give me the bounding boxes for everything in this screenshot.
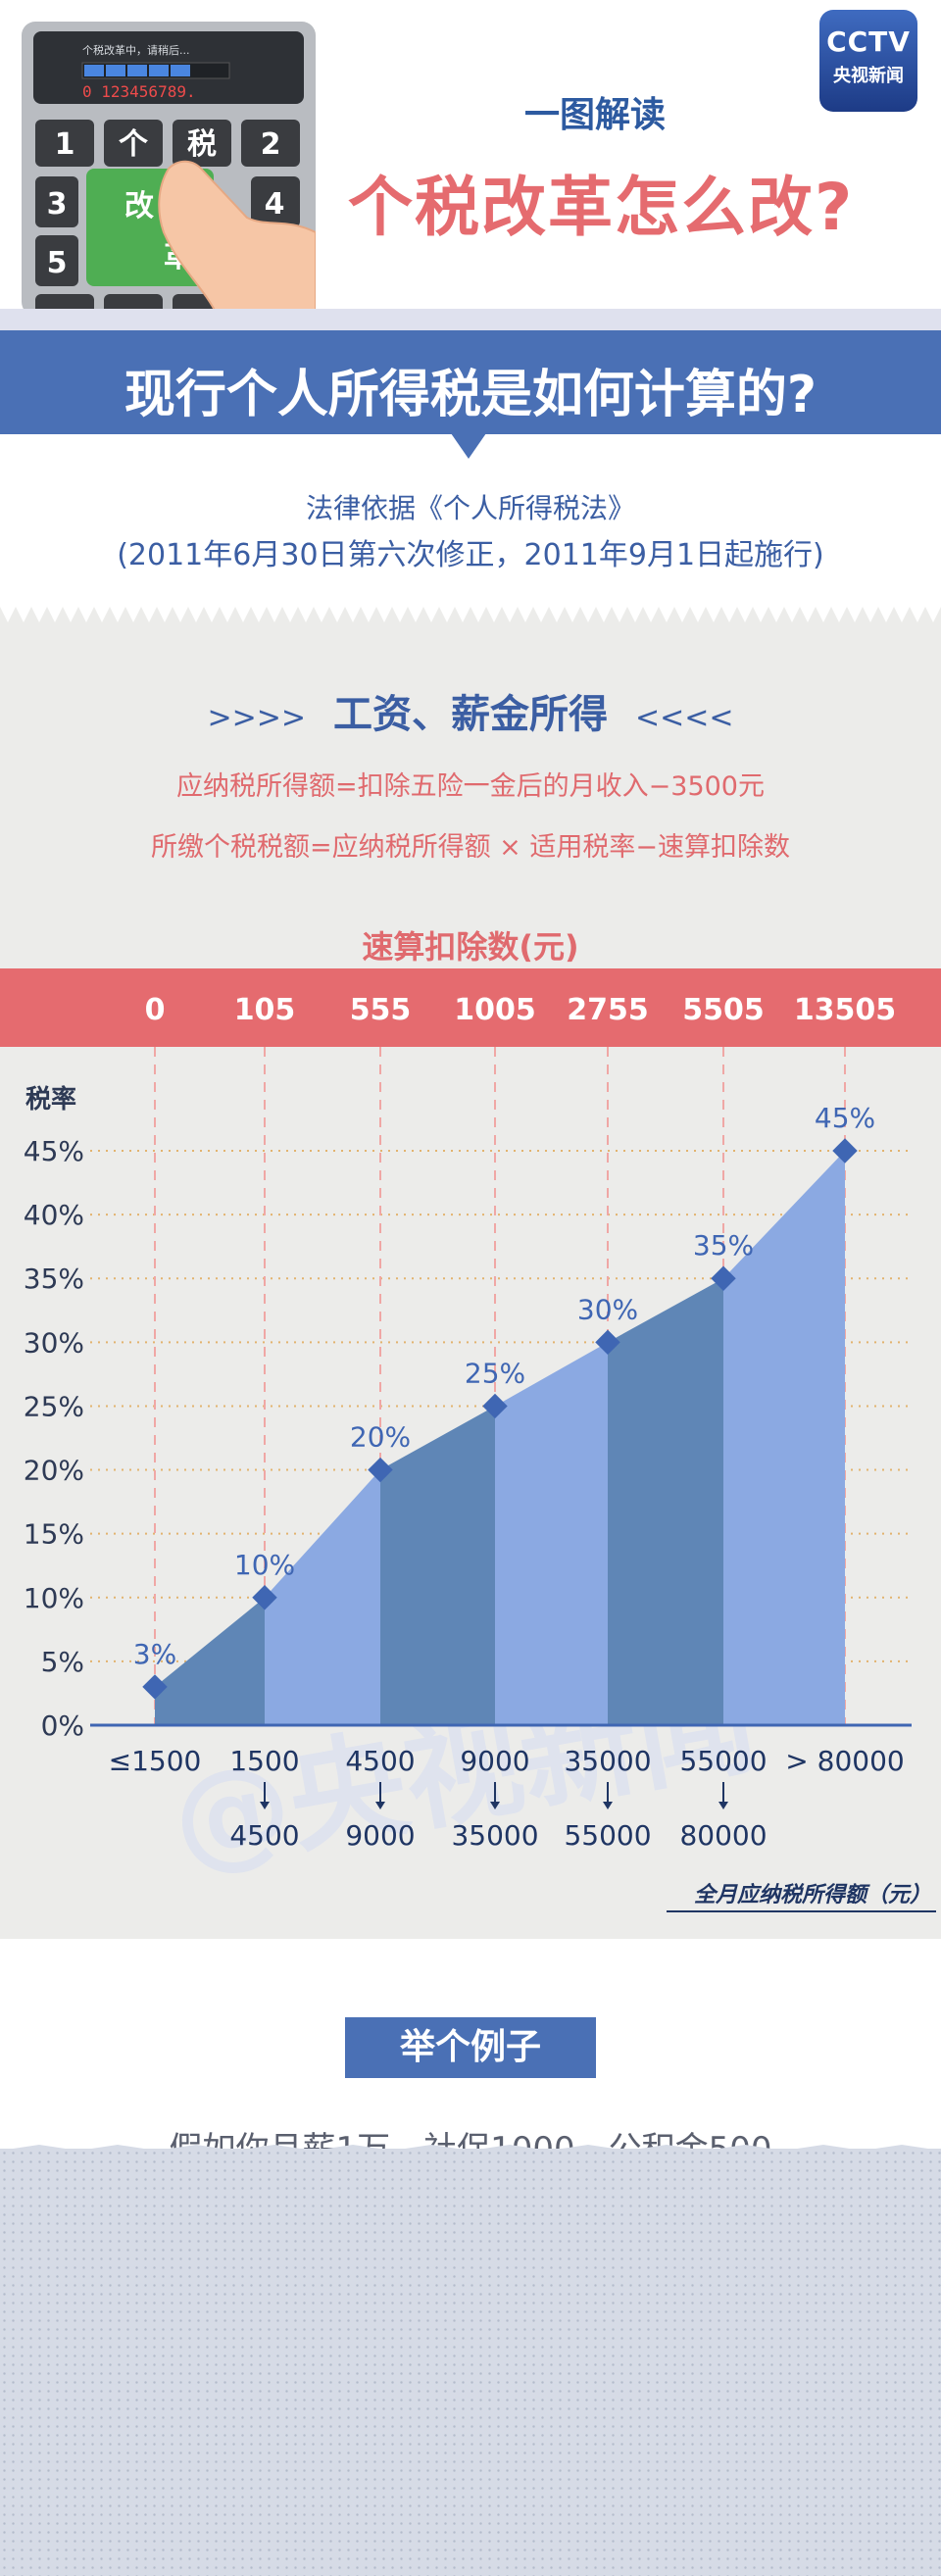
y-tick-label: 40% xyxy=(24,1199,84,1231)
range-arrow-head xyxy=(603,1802,613,1809)
salary-arrows-left: >>>> xyxy=(207,701,307,735)
logo-text: CCTV xyxy=(826,25,911,58)
banner-pointer xyxy=(451,433,486,459)
data-label: 30% xyxy=(577,1293,638,1325)
quick-deduction-value: 13505 xyxy=(794,993,896,1027)
x-tick-label: 4500 xyxy=(345,1745,415,1777)
x-tick-label: 9000 xyxy=(345,1819,415,1852)
finger-illustration xyxy=(158,160,316,316)
data-label: 25% xyxy=(465,1357,525,1389)
quick-deduction-value: 2755 xyxy=(567,993,649,1027)
y-axis-label: 税率 xyxy=(25,1084,76,1115)
range-arrow-head xyxy=(260,1802,270,1809)
range-arrow-head xyxy=(718,1802,728,1809)
calculator-display: 0 123456789. xyxy=(82,82,196,101)
section-banner-title: 现行个人所得税是如何计算的? xyxy=(124,366,817,424)
area-segment xyxy=(608,1278,723,1725)
salary-title: 工资、薪金所得 xyxy=(333,692,608,737)
divider-stripe xyxy=(0,309,941,330)
data-label: 45% xyxy=(815,1102,875,1134)
y-tick-label: 25% xyxy=(24,1390,84,1422)
law-amendment: (2011年6月30日第六次修正，2011年9月1日起施行) xyxy=(117,538,824,572)
cctv-logo: CCTV 央视新闻 xyxy=(819,10,917,112)
x-tick-label: > 80000 xyxy=(785,1745,904,1777)
area-segment xyxy=(723,1151,845,1725)
quick-deduction-value: 0 xyxy=(145,993,166,1027)
x-tick-label: 9000 xyxy=(460,1745,529,1777)
key-1: 1 xyxy=(55,127,75,162)
area-segment xyxy=(155,1597,265,1725)
zigzag-edge xyxy=(0,603,941,622)
data-label: 3% xyxy=(133,1638,176,1670)
x-tick-label: 55000 xyxy=(564,1819,651,1852)
progress-bar xyxy=(81,62,230,79)
range-arrow-head xyxy=(375,1802,385,1809)
key-2: 2 xyxy=(261,127,281,162)
example-button[interactable]: 举个例子 xyxy=(345,2017,596,2078)
area-segment xyxy=(265,1469,380,1725)
key-3: 3 xyxy=(47,187,68,222)
y-tick-label: 10% xyxy=(24,1582,84,1614)
quick-deduction-values: 0 105 555 1005 2755 5505 13505 xyxy=(145,993,897,1027)
key-5: 5 xyxy=(47,246,68,280)
y-tick-label: 30% xyxy=(24,1326,84,1359)
formula-taxable-income: 应纳税所得额=扣除五险一金后的月收入−3500元 xyxy=(176,771,765,802)
section-banner xyxy=(0,330,941,434)
quick-deduction-value: 5505 xyxy=(682,993,765,1027)
logo-subtext: 央视新闻 xyxy=(833,66,904,86)
salary-arrows-right: <<<< xyxy=(634,701,734,735)
data-point-marker xyxy=(595,1329,620,1356)
quick-deduction-value: 1005 xyxy=(454,993,536,1027)
page-title: 个税改革怎么改? xyxy=(348,170,855,245)
law-basis: 法律依据《个人所得税法》 xyxy=(305,492,635,524)
dotted-panel xyxy=(0,2149,941,2576)
x-tick-label: ≤1500 xyxy=(109,1745,202,1777)
x-tick-label: 55000 xyxy=(679,1745,767,1777)
x-axis-label: 全月应纳税所得额（元） xyxy=(694,1882,931,1907)
data-label: 20% xyxy=(350,1421,411,1454)
x-tick-label: 4500 xyxy=(229,1819,299,1852)
data-point-marker xyxy=(252,1585,277,1610)
key-4: 4 xyxy=(265,187,285,222)
range-arrow-head xyxy=(490,1802,500,1809)
quick-deduction-bar: 0 105 555 1005 2755 5505 13505 xyxy=(0,968,941,1047)
y-tick-label: 35% xyxy=(24,1263,84,1295)
key-gai: 改 xyxy=(124,189,154,223)
calculator-illustration: 个税改革中，请稍后... 0 123456789. 1 个 税 2 3 改 革 … xyxy=(22,22,316,316)
data-point-marker xyxy=(711,1265,736,1291)
y-tick-label: 5% xyxy=(41,1646,84,1678)
y-tick-label: 15% xyxy=(24,1518,84,1551)
y-tick-label: 0% xyxy=(41,1709,84,1742)
x-tick-label: 1500 xyxy=(229,1745,299,1777)
area-segment xyxy=(380,1406,495,1725)
y-tick-label: 20% xyxy=(24,1455,84,1487)
salary-heading: >>>> 工资、薪金所得 <<<< xyxy=(0,682,941,739)
x-tick-label: 80000 xyxy=(679,1819,767,1852)
area-segment xyxy=(495,1342,608,1725)
quick-deduction-title: 速算扣除数(元) xyxy=(362,928,579,966)
data-point-marker xyxy=(832,1138,858,1164)
quick-deduction-value: 555 xyxy=(350,993,412,1027)
x-tick-label: 35000 xyxy=(451,1819,538,1852)
header: 个税改革中，请稍后... 0 123456789. 1 个 税 2 3 改 革 … xyxy=(0,0,941,323)
y-tick-label: 45% xyxy=(24,1135,84,1167)
data-label: 35% xyxy=(693,1229,754,1262)
tax-rate-chart: @央视新闻3%10%20%25%30%35%45%税率0%5%10%15%20%… xyxy=(24,1047,936,1912)
page-subtitle: 一图解读 xyxy=(524,95,667,135)
key-shui: 税 xyxy=(187,127,217,162)
key-ge: 个 xyxy=(119,127,149,162)
data-label: 10% xyxy=(234,1549,295,1581)
calculator-prompt: 个税改革中，请稍后... xyxy=(82,43,190,57)
x-tick-label: 35000 xyxy=(564,1745,651,1777)
formula-tax-amount: 所缴个税税额=应纳税所得额 × 适用税率−速算扣除数 xyxy=(150,832,791,863)
quick-deduction-value: 105 xyxy=(234,993,296,1027)
